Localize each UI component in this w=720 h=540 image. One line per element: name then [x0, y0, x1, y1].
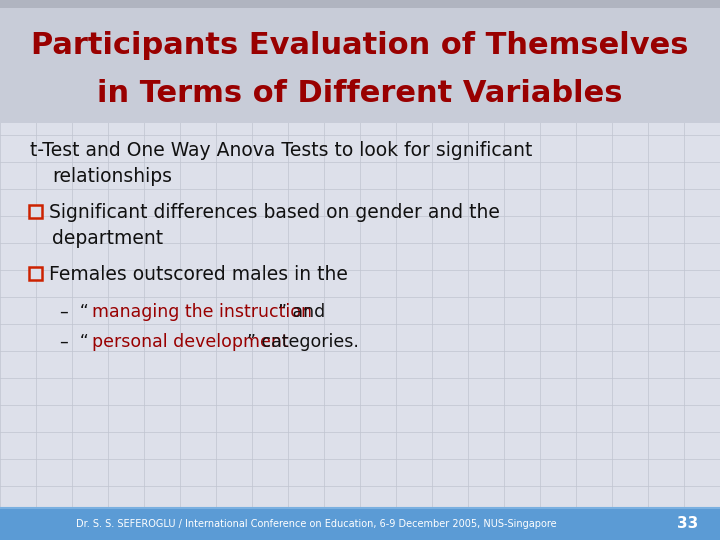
Bar [0, 508, 720, 540]
Text: relationships: relationships [52, 167, 172, 186]
Text: Significant differences based on gender and the: Significant differences based on gender … [49, 203, 500, 222]
Text: managing the instruction: managing the instruction [92, 303, 312, 321]
Bar [0, 8, 720, 123]
Bar [0, 0, 720, 8]
Text: Dr. S. S. SEFEROGLU / International Conference on Education, 6-9 December 2005, : Dr. S. S. SEFEROGLU / International Conf… [76, 519, 557, 529]
Text: 33: 33 [677, 516, 698, 531]
Bar [29, 267, 42, 280]
Text: Participants Evaluation of Themselves: Participants Evaluation of Themselves [31, 31, 689, 60]
Text: –  “: – “ [60, 303, 89, 321]
Text: department: department [52, 229, 163, 248]
Text: t-Test and One Way Anova Tests to look for significant: t-Test and One Way Anova Tests to look f… [30, 141, 532, 160]
Bar [29, 205, 42, 218]
Text: in Terms of Different Variables: in Terms of Different Variables [97, 78, 623, 107]
Text: ” categories.: ” categories. [247, 333, 359, 351]
Text: Females outscored males in the: Females outscored males in the [49, 265, 348, 284]
Text: ” and: ” and [278, 303, 325, 321]
Text: –  “: – “ [60, 333, 89, 351]
Text: personal development: personal development [92, 333, 289, 351]
